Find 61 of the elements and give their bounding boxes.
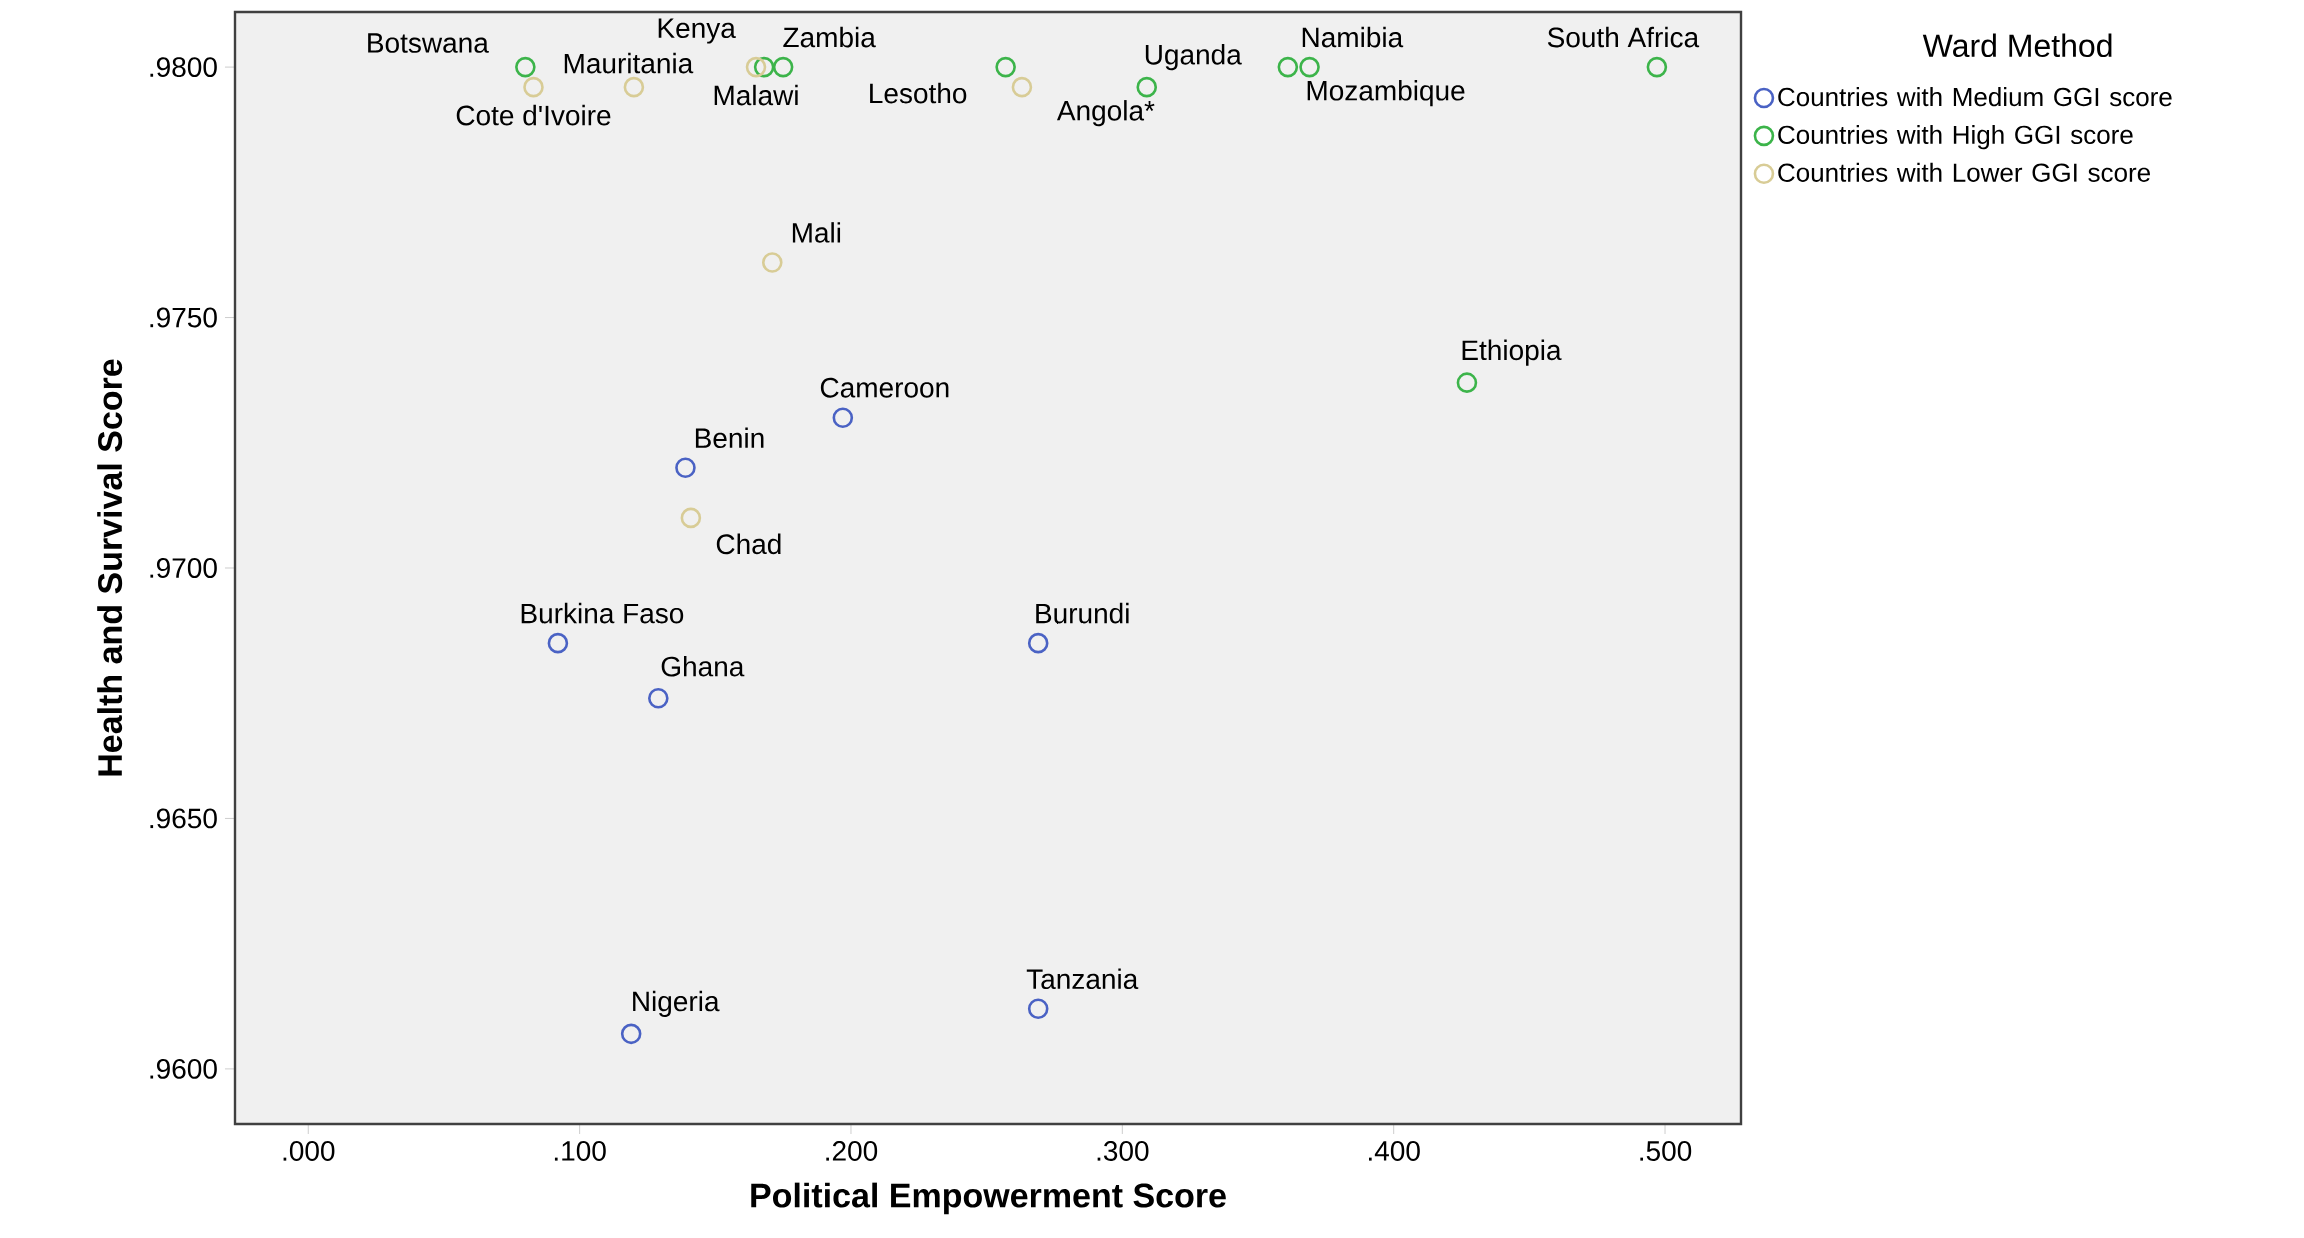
x-tick-label: .100: [554, 1141, 606, 1161]
legend-title: Ward Method: [1922, 33, 2112, 58]
point: [753, 56, 775, 78]
annotation: Mozambique: [1307, 80, 1465, 107]
point: [675, 457, 696, 479]
annotation: Uganda: [1145, 44, 1242, 71]
annotation: Botswana: [368, 33, 489, 53]
point: [761, 252, 783, 273]
annotation: Angola*: [1056, 100, 1155, 127]
annotation: Burkina Faso: [521, 602, 684, 624]
x-tick-label: .000: [283, 1141, 335, 1161]
y-tick-label: .9800: [150, 57, 217, 78]
annotation: South Africa: [1547, 26, 1700, 48]
annotation: Chad: [716, 533, 781, 555]
annotation: Kenya: [658, 18, 736, 44]
legend-label: Countries with Lower GGI score: [1778, 162, 2150, 182]
point: [1027, 632, 1049, 654]
point: [547, 632, 569, 654]
x-tick-label: .500: [1640, 1141, 1692, 1161]
y-tick-label: .9750: [150, 307, 217, 328]
annotation: Mauritania: [564, 52, 694, 74]
x-tick-label: .300: [1097, 1141, 1149, 1161]
point: [832, 407, 854, 429]
y-axis-title: Health and Survival Score: [97, 359, 123, 776]
y-tick-label: .9650: [150, 808, 217, 829]
annotation: Cameroon: [820, 377, 949, 398]
annotation: Lesotho: [870, 82, 967, 104]
annotation: Tanzania: [1026, 968, 1139, 990]
point: [1277, 56, 1299, 78]
point: [1456, 372, 1478, 393]
annotation: Malawi: [714, 84, 798, 106]
annotation: Burundi: [1036, 602, 1129, 624]
point: [1011, 76, 1033, 98]
legend-label: Countries with Medium GGI score: [1778, 87, 2172, 107]
point: [620, 1023, 642, 1045]
annotation: Ethiopia: [1462, 339, 1562, 366]
x-axis-title: Political Empowerment Score: [751, 1182, 1226, 1215]
point: [995, 56, 1016, 78]
x-tick-label: .400: [1369, 1141, 1420, 1161]
annotation: Benin: [695, 427, 764, 449]
point: [1136, 76, 1158, 98]
annotation: Namibia: [1302, 26, 1404, 48]
point: [1646, 56, 1668, 78]
annotation: Mali: [792, 222, 841, 243]
y-tick-label: .9600: [150, 1058, 217, 1079]
y-tick-label: .9700: [150, 558, 217, 578]
annotation: Zambia: [783, 26, 876, 48]
point: [1027, 998, 1049, 1020]
legend-label: Countries with High GGI score: [1778, 124, 2133, 150]
point: [623, 76, 645, 98]
point: [648, 687, 669, 709]
x-tick-label: .200: [826, 1141, 878, 1161]
point: [523, 76, 544, 98]
point: [1299, 56, 1320, 78]
annotation: Ghana: [661, 655, 745, 677]
annotation: Nigeria: [633, 990, 720, 1017]
point: [680, 507, 702, 529]
point: [745, 56, 767, 78]
annotation: Cote d'Ivoire: [456, 104, 611, 126]
point: [772, 56, 794, 78]
point: [515, 56, 536, 78]
